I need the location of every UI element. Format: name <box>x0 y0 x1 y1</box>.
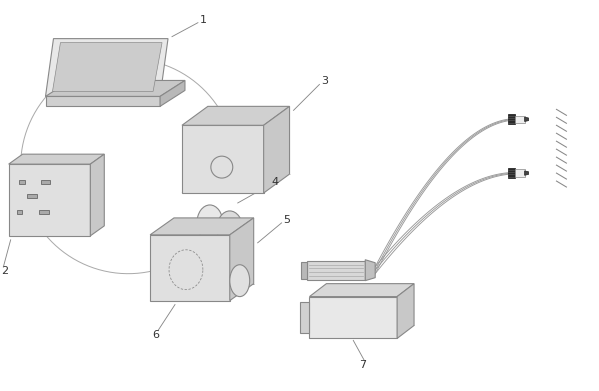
Text: 4: 4 <box>271 177 279 187</box>
Polygon shape <box>301 262 307 279</box>
Text: 2: 2 <box>1 266 8 276</box>
Polygon shape <box>26 194 37 198</box>
Polygon shape <box>8 154 104 164</box>
Polygon shape <box>46 81 185 97</box>
Polygon shape <box>230 218 254 301</box>
Polygon shape <box>525 171 528 175</box>
Text: 7: 7 <box>359 361 367 370</box>
Polygon shape <box>310 283 414 297</box>
Polygon shape <box>46 39 168 97</box>
Polygon shape <box>160 81 185 106</box>
Text: 5: 5 <box>283 215 291 225</box>
Ellipse shape <box>197 205 223 241</box>
Polygon shape <box>365 260 375 281</box>
Polygon shape <box>41 180 50 184</box>
Polygon shape <box>90 154 104 236</box>
Text: 1: 1 <box>200 15 207 25</box>
Polygon shape <box>150 218 254 235</box>
Polygon shape <box>17 210 22 214</box>
Polygon shape <box>182 125 264 193</box>
Polygon shape <box>310 297 397 339</box>
Ellipse shape <box>217 211 243 247</box>
Polygon shape <box>182 106 289 125</box>
Polygon shape <box>264 106 289 193</box>
Polygon shape <box>508 114 515 124</box>
Polygon shape <box>515 169 525 177</box>
Polygon shape <box>53 43 162 91</box>
Polygon shape <box>8 164 90 236</box>
Polygon shape <box>508 168 515 178</box>
Polygon shape <box>46 97 160 106</box>
Polygon shape <box>150 235 230 301</box>
Polygon shape <box>525 117 528 122</box>
Text: 3: 3 <box>322 77 328 86</box>
Polygon shape <box>397 283 414 339</box>
Polygon shape <box>19 180 25 184</box>
Polygon shape <box>515 115 525 123</box>
Polygon shape <box>38 210 49 214</box>
Ellipse shape <box>230 265 250 297</box>
Polygon shape <box>307 261 365 280</box>
Text: 6: 6 <box>152 330 159 341</box>
Polygon shape <box>301 301 310 334</box>
